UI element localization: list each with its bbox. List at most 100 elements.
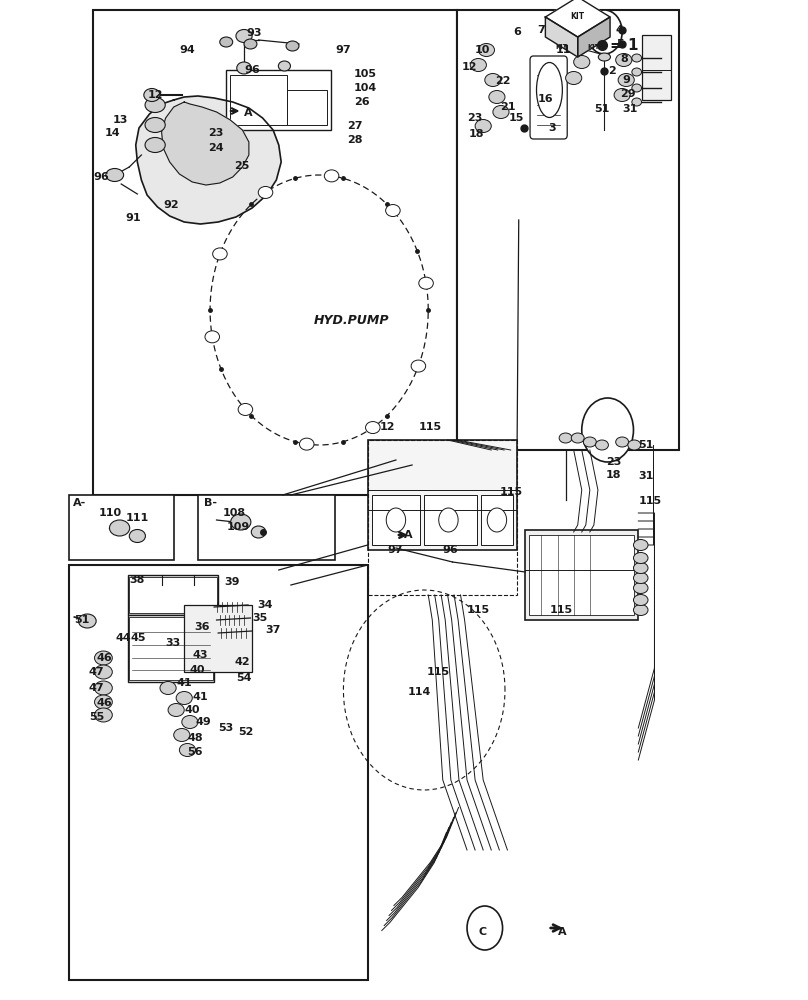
Ellipse shape xyxy=(145,137,165,152)
Text: 8: 8 xyxy=(621,54,629,64)
Ellipse shape xyxy=(179,744,196,756)
Ellipse shape xyxy=(616,53,632,66)
Text: 51: 51 xyxy=(74,615,90,625)
Ellipse shape xyxy=(174,728,190,742)
Text: 49: 49 xyxy=(196,717,211,727)
Ellipse shape xyxy=(365,422,380,434)
Ellipse shape xyxy=(478,43,494,56)
Ellipse shape xyxy=(566,72,582,85)
Bar xyxy=(424,495,477,545)
Ellipse shape xyxy=(633,572,648,584)
Text: 14: 14 xyxy=(105,128,120,138)
Text: 22: 22 xyxy=(495,76,511,86)
Text: 9: 9 xyxy=(622,75,630,85)
Ellipse shape xyxy=(632,68,642,76)
Ellipse shape xyxy=(78,614,96,628)
Text: 7: 7 xyxy=(537,25,545,35)
Ellipse shape xyxy=(618,74,634,87)
Text: 115: 115 xyxy=(549,605,573,615)
Text: 33: 33 xyxy=(166,638,181,648)
Circle shape xyxy=(439,508,458,532)
Bar xyxy=(93,10,457,495)
Text: 93: 93 xyxy=(246,28,262,38)
Ellipse shape xyxy=(168,704,184,716)
Text: 37: 37 xyxy=(265,625,280,635)
Bar xyxy=(128,575,218,615)
Text: 51: 51 xyxy=(594,104,609,114)
Text: 41: 41 xyxy=(176,678,191,688)
Text: 97: 97 xyxy=(335,45,351,55)
Ellipse shape xyxy=(236,29,252,42)
Ellipse shape xyxy=(286,41,299,51)
Text: 23: 23 xyxy=(606,457,621,467)
Text: 36: 36 xyxy=(194,622,209,632)
Text: A: A xyxy=(558,927,566,937)
FancyBboxPatch shape xyxy=(530,56,567,139)
Bar xyxy=(198,495,335,560)
Ellipse shape xyxy=(129,530,145,542)
Text: 35: 35 xyxy=(252,613,267,623)
Text: 109: 109 xyxy=(226,522,250,532)
Text: 45: 45 xyxy=(131,633,146,643)
Text: 40: 40 xyxy=(190,665,205,675)
Ellipse shape xyxy=(475,119,491,132)
Bar xyxy=(529,535,634,615)
Text: 25: 25 xyxy=(234,161,250,171)
Ellipse shape xyxy=(95,695,112,709)
Text: KIT: KIT xyxy=(555,44,568,50)
Ellipse shape xyxy=(238,403,253,415)
Ellipse shape xyxy=(633,540,648,550)
Ellipse shape xyxy=(95,651,112,665)
Ellipse shape xyxy=(145,98,165,112)
Text: 48: 48 xyxy=(187,733,203,743)
Bar xyxy=(129,617,213,680)
Bar xyxy=(642,35,671,100)
Text: 97: 97 xyxy=(388,545,403,555)
Text: 56: 56 xyxy=(187,747,203,757)
Ellipse shape xyxy=(633,582,648,593)
Text: 43: 43 xyxy=(192,650,208,660)
Ellipse shape xyxy=(95,681,112,695)
Text: 4: 4 xyxy=(616,25,624,35)
Bar xyxy=(184,605,252,672)
Circle shape xyxy=(467,906,503,950)
Text: 115: 115 xyxy=(419,422,442,432)
Text: 54: 54 xyxy=(236,673,251,683)
Ellipse shape xyxy=(106,168,124,182)
Text: 5: 5 xyxy=(616,39,623,49)
Ellipse shape xyxy=(95,708,112,722)
Text: 24: 24 xyxy=(208,143,224,153)
Text: A: A xyxy=(404,530,413,540)
Ellipse shape xyxy=(489,91,505,104)
Ellipse shape xyxy=(182,716,198,728)
Text: C: C xyxy=(478,927,486,937)
Ellipse shape xyxy=(632,98,642,106)
Text: 96: 96 xyxy=(244,65,259,75)
Text: KIT: KIT xyxy=(570,12,585,21)
Ellipse shape xyxy=(633,552,648,564)
Text: A-: A- xyxy=(73,498,86,508)
Text: 115: 115 xyxy=(499,487,523,497)
Text: 114: 114 xyxy=(408,687,431,697)
Text: 111: 111 xyxy=(125,513,149,523)
Text: 18: 18 xyxy=(469,129,484,139)
Text: 34: 34 xyxy=(257,600,272,610)
Text: 29: 29 xyxy=(621,89,636,99)
Ellipse shape xyxy=(145,117,165,132)
Text: HYD.PUMP: HYD.PUMP xyxy=(314,314,389,326)
Text: 10: 10 xyxy=(474,45,490,55)
Polygon shape xyxy=(578,17,610,57)
Ellipse shape xyxy=(109,520,129,536)
Text: A: A xyxy=(244,108,253,118)
Circle shape xyxy=(386,508,406,532)
Bar xyxy=(230,75,287,125)
Text: 23: 23 xyxy=(467,113,482,123)
Ellipse shape xyxy=(616,437,629,447)
Bar xyxy=(287,90,327,125)
Text: 104: 104 xyxy=(354,83,377,93)
Text: 39: 39 xyxy=(225,577,240,587)
Ellipse shape xyxy=(633,604,648,615)
Text: 94: 94 xyxy=(179,45,195,55)
Text: 46: 46 xyxy=(97,653,112,663)
Bar xyxy=(368,440,517,595)
